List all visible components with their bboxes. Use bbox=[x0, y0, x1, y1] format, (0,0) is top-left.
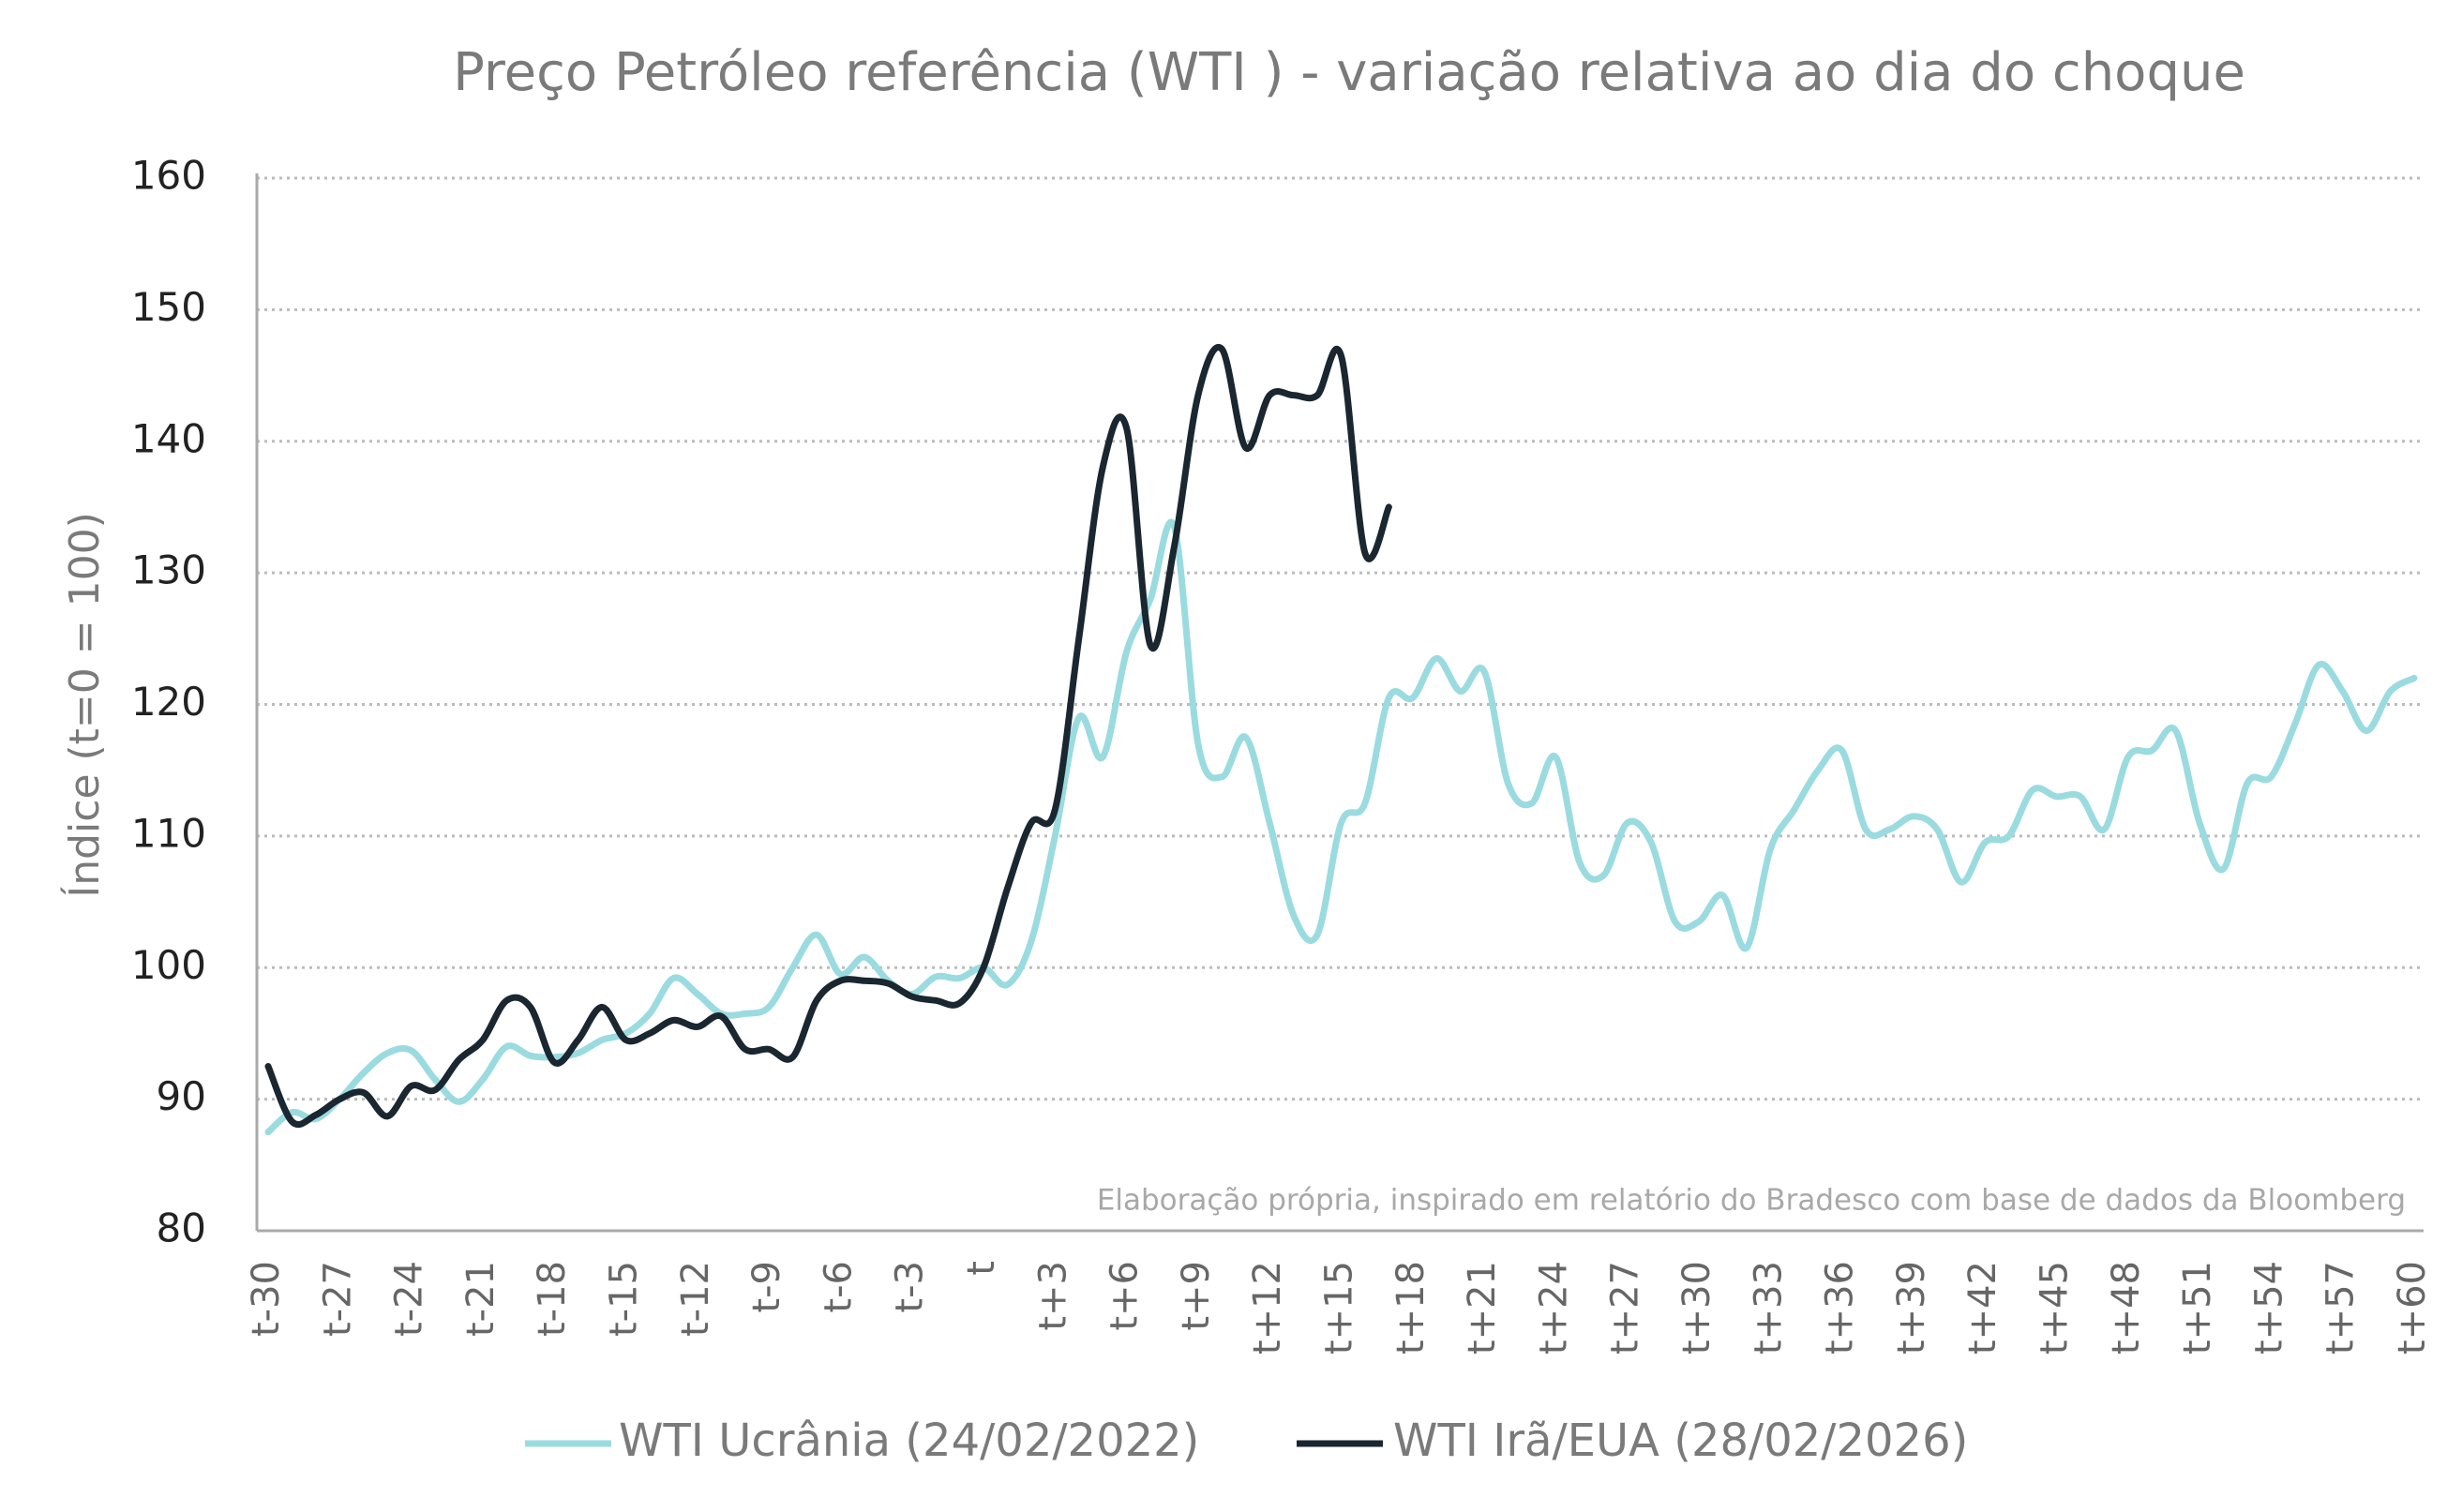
x-tick-label: t-21 bbox=[459, 1261, 503, 1337]
y-tick-label: 80 bbox=[157, 1205, 206, 1251]
x-tick-label: t-24 bbox=[388, 1261, 431, 1337]
x-tick-label: t+24 bbox=[1532, 1261, 1575, 1355]
y-tick-label: 110 bbox=[131, 810, 206, 856]
x-tick-label: t-27 bbox=[316, 1261, 359, 1337]
y-tick-label: 130 bbox=[131, 547, 206, 593]
x-tick-label: t+51 bbox=[2176, 1261, 2219, 1355]
x-tick-label: t+18 bbox=[1389, 1261, 1433, 1355]
y-tick-label: 90 bbox=[157, 1073, 206, 1119]
x-tick-label: t+48 bbox=[2105, 1261, 2148, 1355]
x-tick-label: t+27 bbox=[1604, 1261, 1647, 1355]
legend-label: WTI Irã/EUA (28/02/2026) bbox=[1393, 1415, 1968, 1467]
chart-title: Preço Petróleo referência (WTI ) - varia… bbox=[453, 42, 2245, 103]
series-line bbox=[264, 344, 1392, 1129]
x-tick-label: t+33 bbox=[1747, 1261, 1790, 1355]
x-tick-label: t+39 bbox=[1890, 1261, 1933, 1355]
x-tick-label: t+36 bbox=[1819, 1261, 1862, 1355]
y-tick-label: 140 bbox=[131, 415, 206, 461]
annotation: Elaboração própria, inspirado em relatór… bbox=[1097, 1184, 2406, 1218]
x-tick-label: t+12 bbox=[1246, 1261, 1289, 1355]
x-tick-label: t+6 bbox=[1103, 1261, 1147, 1331]
x-tick-label: t-30 bbox=[245, 1261, 288, 1337]
y-tick-label: 150 bbox=[131, 284, 206, 330]
x-tick-label: t+15 bbox=[1318, 1261, 1361, 1355]
legend-label: WTI Ucrânia (24/02/2022) bbox=[619, 1415, 1199, 1467]
y-tick-label: 160 bbox=[131, 153, 206, 199]
x-tick-label: t+9 bbox=[1175, 1261, 1218, 1331]
x-tick-label: t+42 bbox=[1961, 1261, 2004, 1355]
x-tick-label: t-18 bbox=[531, 1261, 574, 1337]
x-tick-label: t-15 bbox=[603, 1261, 646, 1337]
x-tick-label: t+57 bbox=[2319, 1261, 2363, 1355]
x-tick-label: t-9 bbox=[745, 1261, 788, 1313]
x-tick-label: t+54 bbox=[2247, 1261, 2290, 1355]
x-tick-label: t+3 bbox=[1031, 1261, 1074, 1331]
y-tick-label: 120 bbox=[131, 679, 206, 725]
y-tick-label: 100 bbox=[131, 942, 206, 988]
x-tick-label: t+60 bbox=[2391, 1261, 2434, 1355]
series-line bbox=[264, 518, 2418, 1136]
x-tick-label: t+21 bbox=[1461, 1261, 1504, 1355]
x-tick-label: t+45 bbox=[2034, 1261, 2077, 1355]
y-axis-title: Índice (t=0 = 100) bbox=[59, 512, 109, 898]
x-tick-label: t+30 bbox=[1675, 1261, 1719, 1355]
x-tick-label: t-3 bbox=[889, 1261, 932, 1313]
x-tick-label: t-6 bbox=[817, 1261, 860, 1313]
x-tick-label: t-12 bbox=[674, 1261, 717, 1337]
x-tick-label: t bbox=[960, 1261, 1003, 1276]
